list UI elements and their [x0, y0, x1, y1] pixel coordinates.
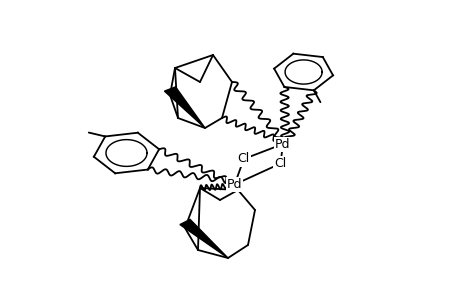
Polygon shape	[164, 87, 205, 128]
Polygon shape	[179, 219, 228, 258]
Text: Pd: Pd	[226, 178, 242, 191]
Text: Pd: Pd	[274, 137, 290, 151]
Text: Cl: Cl	[274, 157, 286, 170]
Text: Cl: Cl	[237, 152, 249, 166]
